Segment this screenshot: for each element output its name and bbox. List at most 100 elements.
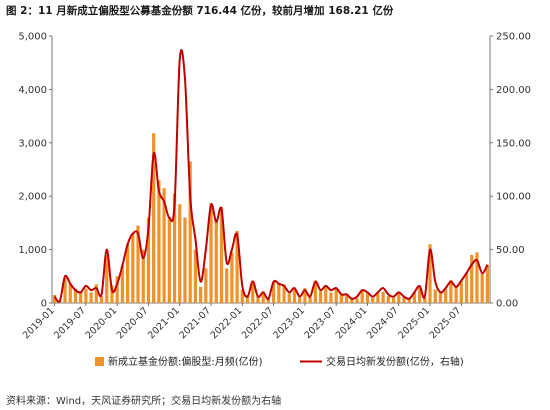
bar bbox=[52, 294, 57, 303]
bar bbox=[298, 297, 302, 303]
bar bbox=[433, 289, 437, 303]
bar bbox=[146, 217, 151, 303]
bar bbox=[183, 217, 187, 303]
bar bbox=[371, 297, 375, 303]
bar bbox=[152, 133, 156, 303]
legend-label-bar: 新成立基金份额:偏股型:月频(亿份) bbox=[108, 355, 263, 368]
line-series bbox=[53, 49, 489, 303]
left-tick-label: 4,000 bbox=[18, 85, 47, 96]
bar bbox=[251, 280, 255, 303]
legend-swatch-bar bbox=[95, 357, 104, 366]
bar bbox=[240, 289, 244, 303]
bar bbox=[125, 244, 130, 303]
bar bbox=[318, 291, 323, 303]
bar bbox=[214, 220, 218, 303]
legend-label-line: 交易日均新发份额(亿份，右轴) bbox=[326, 355, 464, 368]
bar bbox=[110, 285, 114, 303]
bar bbox=[162, 188, 166, 303]
bar bbox=[277, 283, 281, 303]
bar bbox=[485, 264, 490, 303]
left-tick-label: 1,000 bbox=[18, 245, 47, 256]
bar bbox=[308, 296, 312, 303]
bar bbox=[287, 293, 291, 303]
x-tick-label: 2021-07 bbox=[177, 305, 213, 341]
bar bbox=[397, 293, 401, 303]
x-tick-label: 2019-01 bbox=[21, 305, 57, 341]
bar bbox=[99, 296, 104, 303]
bar bbox=[73, 288, 78, 303]
bar bbox=[204, 268, 208, 303]
bar bbox=[230, 252, 234, 303]
x-tick-label: 2022-01 bbox=[209, 305, 245, 341]
bar bbox=[324, 286, 328, 303]
bar bbox=[167, 217, 171, 303]
bar bbox=[339, 294, 344, 303]
bar bbox=[329, 292, 333, 303]
right-tick-label: 50.00 bbox=[496, 245, 525, 256]
bar bbox=[475, 252, 479, 303]
bar bbox=[266, 298, 271, 303]
bar bbox=[178, 204, 182, 303]
x-tick-label: 2025-01 bbox=[396, 305, 432, 341]
right-tick-label: 250.00 bbox=[496, 32, 531, 43]
bar bbox=[313, 280, 317, 303]
bar bbox=[63, 277, 67, 303]
bar bbox=[79, 291, 83, 303]
bar bbox=[136, 225, 140, 303]
bar bbox=[131, 233, 135, 303]
bar bbox=[282, 284, 286, 303]
bar bbox=[141, 249, 145, 303]
bar bbox=[219, 206, 224, 303]
bar bbox=[391, 297, 396, 303]
bar bbox=[198, 286, 203, 303]
legend: 新成立基金份额:偏股型:月频(亿份) 交易日均新发份额(亿份，右轴) bbox=[95, 355, 464, 368]
bar bbox=[68, 284, 72, 303]
bar bbox=[412, 292, 417, 303]
bar bbox=[245, 294, 250, 303]
bar bbox=[94, 284, 98, 303]
bar bbox=[261, 291, 265, 303]
x-tick-label: 2023-07 bbox=[302, 305, 338, 341]
bar bbox=[386, 296, 390, 303]
bar bbox=[157, 180, 161, 303]
bar bbox=[470, 254, 474, 303]
bar bbox=[365, 292, 370, 303]
left-tick-label: 3,000 bbox=[18, 138, 47, 149]
bar bbox=[381, 291, 385, 303]
bar bbox=[423, 297, 427, 303]
bar bbox=[105, 254, 109, 303]
bar bbox=[115, 276, 119, 303]
series-line bbox=[53, 49, 489, 303]
bar bbox=[444, 289, 448, 303]
bar bbox=[193, 249, 198, 303]
source-note: 资料来源：Wind，天风证券研究所；交易日均新发份额为右轴 bbox=[6, 394, 281, 407]
bar bbox=[120, 265, 125, 303]
bar bbox=[256, 296, 260, 303]
bar bbox=[355, 298, 359, 303]
bar-series bbox=[52, 133, 490, 303]
right-tick-label: 0.00 bbox=[496, 299, 518, 310]
bar bbox=[89, 292, 93, 303]
left-tick-label: 5,000 bbox=[18, 32, 47, 43]
x-tick-label: 2020-01 bbox=[83, 305, 119, 341]
bar bbox=[360, 289, 364, 303]
x-tick-label: 2021-01 bbox=[146, 305, 182, 341]
bar bbox=[417, 285, 422, 303]
bar bbox=[292, 288, 297, 303]
left-tick-label: 0 bbox=[41, 299, 47, 310]
bar bbox=[334, 288, 338, 303]
bar bbox=[480, 273, 484, 303]
x-tick-label: 2024-07 bbox=[365, 305, 401, 341]
right-tick-label: 150.00 bbox=[496, 138, 531, 149]
x-tick-label: 2023-01 bbox=[271, 305, 307, 341]
bar bbox=[303, 288, 307, 303]
bar bbox=[344, 294, 349, 303]
bar bbox=[402, 297, 406, 303]
bar bbox=[350, 297, 354, 303]
bar bbox=[407, 297, 411, 303]
x-tick-label: 2025-07 bbox=[428, 305, 464, 341]
bar bbox=[428, 244, 432, 303]
right-tick-label: 100.00 bbox=[496, 192, 531, 203]
x-tick-label: 2022-07 bbox=[240, 305, 276, 341]
right-tick-label: 200.00 bbox=[496, 85, 531, 96]
